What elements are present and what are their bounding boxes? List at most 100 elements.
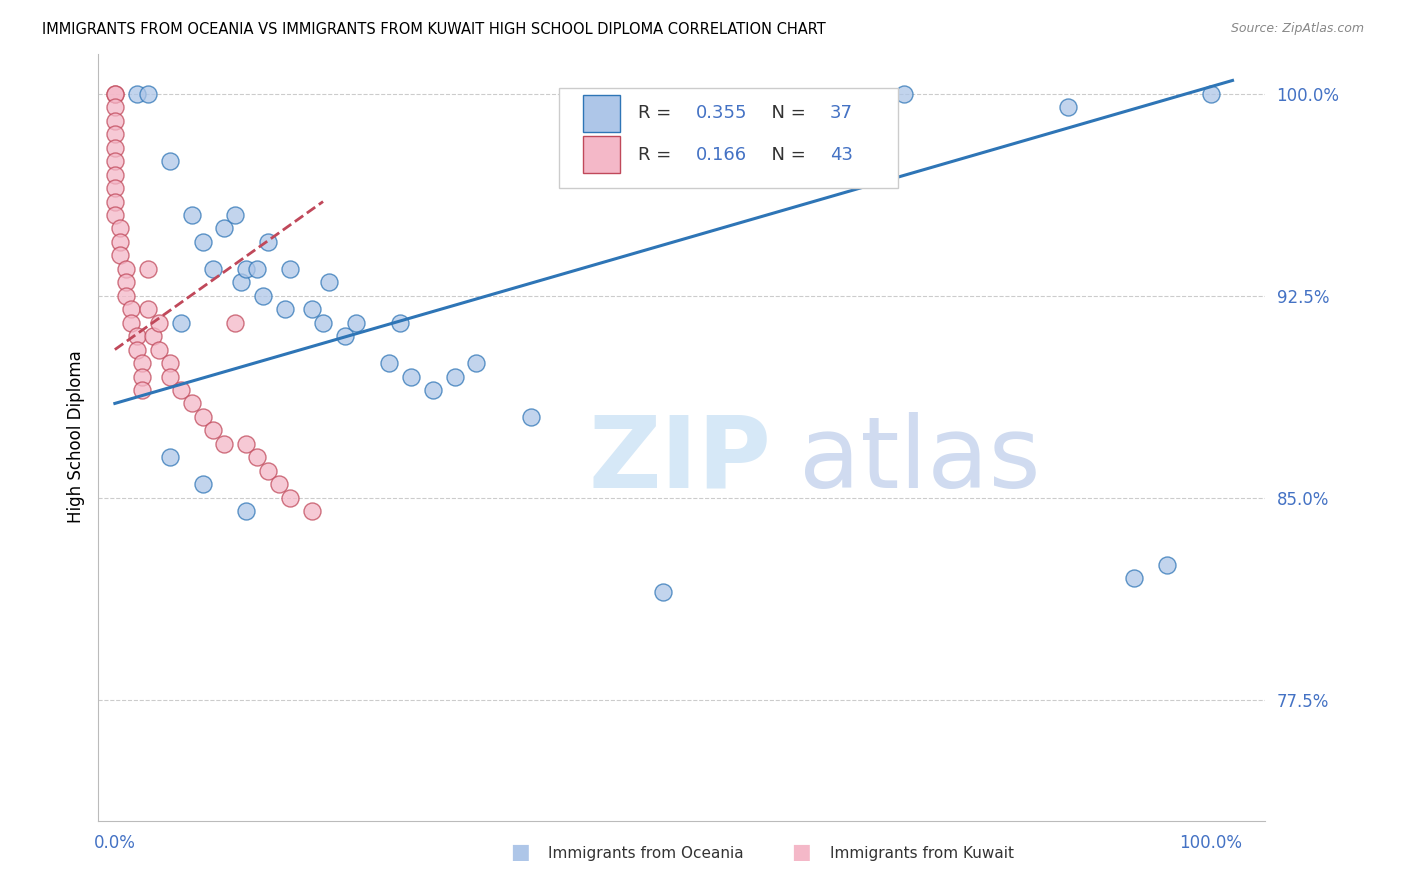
Point — [136, 302, 159, 317]
Point — [399, 369, 422, 384]
Text: atlas: atlas — [799, 411, 1040, 508]
Point — [246, 450, 269, 465]
Point — [422, 383, 444, 397]
Point — [131, 369, 153, 384]
Point — [191, 235, 214, 249]
Point — [224, 316, 246, 330]
Point — [235, 261, 257, 276]
FancyBboxPatch shape — [582, 95, 620, 132]
Point — [344, 316, 367, 330]
Text: N =: N = — [761, 145, 811, 164]
Text: 0.0%: 0.0% — [94, 834, 136, 852]
Point — [120, 302, 142, 317]
Point — [125, 343, 148, 357]
Point — [104, 208, 127, 222]
Text: R =: R = — [637, 145, 676, 164]
Text: Immigrants from Kuwait: Immigrants from Kuwait — [830, 847, 1014, 861]
Point — [257, 235, 280, 249]
Point — [269, 477, 291, 491]
Point — [191, 477, 214, 491]
Text: 43: 43 — [830, 145, 853, 164]
Point — [148, 343, 170, 357]
Point — [114, 275, 136, 289]
Point — [104, 100, 127, 114]
Text: Source: ZipAtlas.com: Source: ZipAtlas.com — [1230, 22, 1364, 36]
Point — [278, 261, 301, 276]
Point — [333, 329, 356, 343]
Point — [520, 409, 543, 424]
Point — [136, 87, 159, 101]
Point — [1156, 558, 1178, 572]
Point — [235, 437, 257, 451]
Point — [159, 356, 181, 370]
Point — [278, 491, 301, 505]
Point — [229, 275, 252, 289]
Point — [169, 316, 191, 330]
Point — [125, 329, 148, 343]
Point — [1199, 87, 1222, 101]
Text: ZIP: ZIP — [589, 411, 772, 508]
Point — [104, 194, 127, 209]
Point — [104, 154, 127, 169]
Text: 0.166: 0.166 — [696, 145, 747, 164]
Point — [312, 316, 335, 330]
Point — [159, 450, 181, 465]
Point — [148, 316, 170, 330]
Point — [131, 383, 153, 397]
Text: 0.355: 0.355 — [696, 104, 748, 122]
Point — [1122, 571, 1144, 585]
FancyBboxPatch shape — [560, 88, 898, 188]
Point — [246, 261, 269, 276]
Point — [443, 369, 465, 384]
Point — [131, 356, 153, 370]
Point — [388, 316, 411, 330]
Point — [191, 409, 214, 424]
Point — [224, 208, 246, 222]
Point — [114, 289, 136, 303]
Text: 37: 37 — [830, 104, 853, 122]
Point — [651, 585, 673, 599]
Point — [104, 87, 127, 101]
Point — [202, 261, 225, 276]
Text: 100.0%: 100.0% — [1180, 834, 1241, 852]
Point — [301, 504, 323, 518]
FancyBboxPatch shape — [582, 136, 620, 173]
Point — [235, 504, 257, 518]
Point — [120, 316, 142, 330]
Point — [273, 302, 295, 317]
Point — [110, 221, 132, 235]
Point — [159, 369, 181, 384]
Point — [169, 383, 191, 397]
Point — [110, 235, 132, 249]
Point — [893, 87, 915, 101]
Point — [214, 221, 236, 235]
Point — [142, 329, 165, 343]
Point — [104, 168, 127, 182]
Point — [214, 437, 236, 451]
Point — [465, 356, 488, 370]
Point — [159, 154, 181, 169]
Point — [202, 423, 225, 437]
Point — [104, 113, 127, 128]
Point — [252, 289, 274, 303]
Point — [180, 396, 202, 410]
Text: IMMIGRANTS FROM OCEANIA VS IMMIGRANTS FROM KUWAIT HIGH SCHOOL DIPLOMA CORRELATIO: IMMIGRANTS FROM OCEANIA VS IMMIGRANTS FR… — [42, 22, 825, 37]
Point — [104, 87, 127, 101]
Text: R =: R = — [637, 104, 676, 122]
Point — [104, 141, 127, 155]
Text: Immigrants from Oceania: Immigrants from Oceania — [548, 847, 744, 861]
Point — [104, 181, 127, 195]
Point — [125, 87, 148, 101]
Point — [378, 356, 401, 370]
Point — [114, 261, 136, 276]
Point — [1057, 100, 1080, 114]
Point — [110, 248, 132, 262]
Text: ■: ■ — [792, 842, 811, 862]
Text: N =: N = — [761, 104, 811, 122]
Point — [301, 302, 323, 317]
Point — [318, 275, 340, 289]
Text: ■: ■ — [510, 842, 530, 862]
Point — [104, 128, 127, 142]
Point — [257, 464, 280, 478]
Point — [136, 261, 159, 276]
